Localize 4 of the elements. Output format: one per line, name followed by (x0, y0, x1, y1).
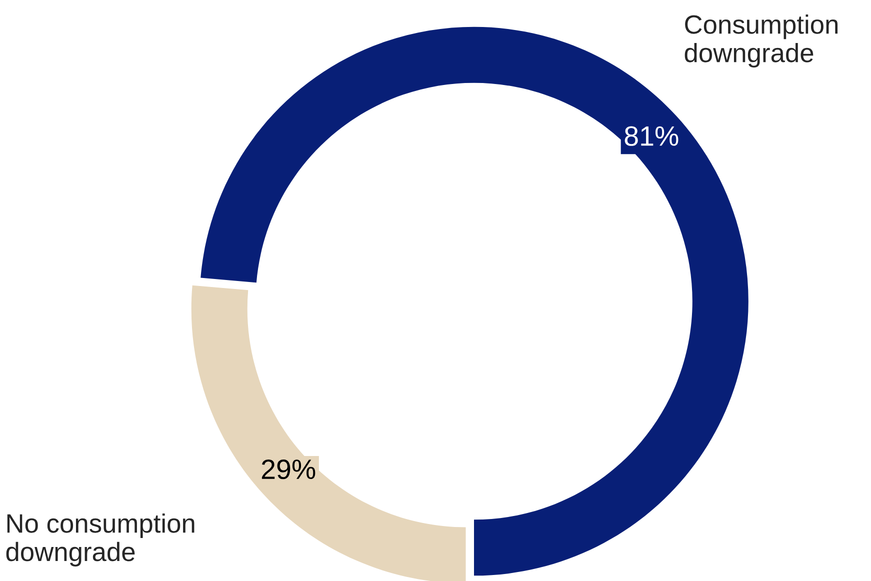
data-label: 81% (624, 126, 678, 146)
data-label: 29% (262, 459, 316, 480)
slice-label: Consumption downgrade (684, 14, 838, 68)
slice-label: No consumption downgrade (6, 513, 194, 566)
